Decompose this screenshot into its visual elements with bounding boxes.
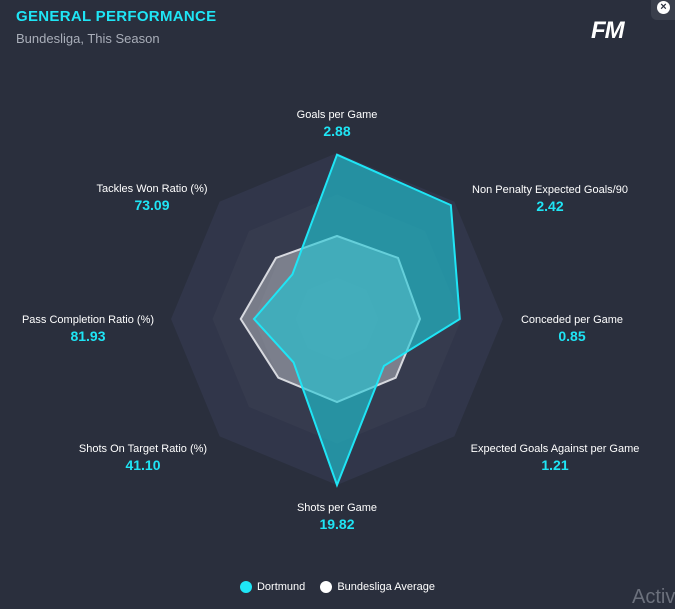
close-icon: × [657, 1, 670, 14]
axis-name: Expected Goals Against per Game [470, 443, 640, 455]
axis-name: Goals per Game [296, 109, 378, 121]
axis-name: Shots per Game [296, 502, 378, 514]
axis-name: Pass Completion Ratio (%) [21, 314, 155, 326]
legend-item-bundesliga-average[interactable]: Bundesliga Average [320, 581, 435, 594]
axis-label-pass-completion: Pass Completion Ratio (%) 81.93 [22, 314, 154, 344]
axis-value: 0.85 [558, 328, 586, 344]
axis-label-tackles-won: Tackles Won Ratio (%) 73.09 [96, 183, 207, 213]
legend-swatch [320, 581, 333, 594]
axis-label-npxg: Non Penalty Expected Goals/90 2.42 [472, 184, 628, 214]
activation-watermark: Activ [632, 586, 675, 608]
legend-label: Dortmund [256, 581, 306, 594]
axis-name: Shots On Target Ratio (%) [78, 443, 208, 455]
axis-label-conceded: Conceded per Game 0.85 [521, 314, 623, 344]
axis-value: 19.82 [319, 516, 355, 532]
panel-title: GENERAL PERFORMANCE [16, 8, 217, 25]
legend-swatch [239, 581, 252, 594]
axis-value: 2.42 [536, 198, 564, 214]
legend-label: Bundesliga Average [337, 581, 435, 594]
axis-label-shots-per-game: Shots per Game 19.82 [297, 502, 377, 532]
series-dortmund [252, 153, 461, 488]
axis-value: 2.88 [323, 123, 351, 139]
panel-subtitle: Bundesliga, This Season [16, 31, 160, 46]
axis-value: 73.09 [134, 197, 170, 213]
axis-name: Non Penalty Expected Goals/90 [472, 184, 628, 196]
axis-label-xga: Expected Goals Against per Game 1.21 [471, 443, 640, 473]
axis-name: Conceded per Game [520, 314, 624, 326]
fm-logo: FM [591, 17, 625, 44]
legend-item-dortmund[interactable]: Dortmund [239, 581, 306, 594]
close-button[interactable]: × [651, 0, 675, 20]
chart-legend: Dortmund Bundesliga Average [0, 581, 675, 594]
axis-name: Tackles Won Ratio (%) [96, 183, 208, 195]
axis-value: 1.21 [541, 457, 569, 473]
axis-value: 41.10 [125, 457, 161, 473]
axis-label-shots-on-target: Shots On Target Ratio (%) 41.10 [79, 443, 207, 473]
axis-label-goals-per-game: Goals per Game 2.88 [297, 109, 378, 139]
axis-value: 81.93 [70, 328, 106, 344]
